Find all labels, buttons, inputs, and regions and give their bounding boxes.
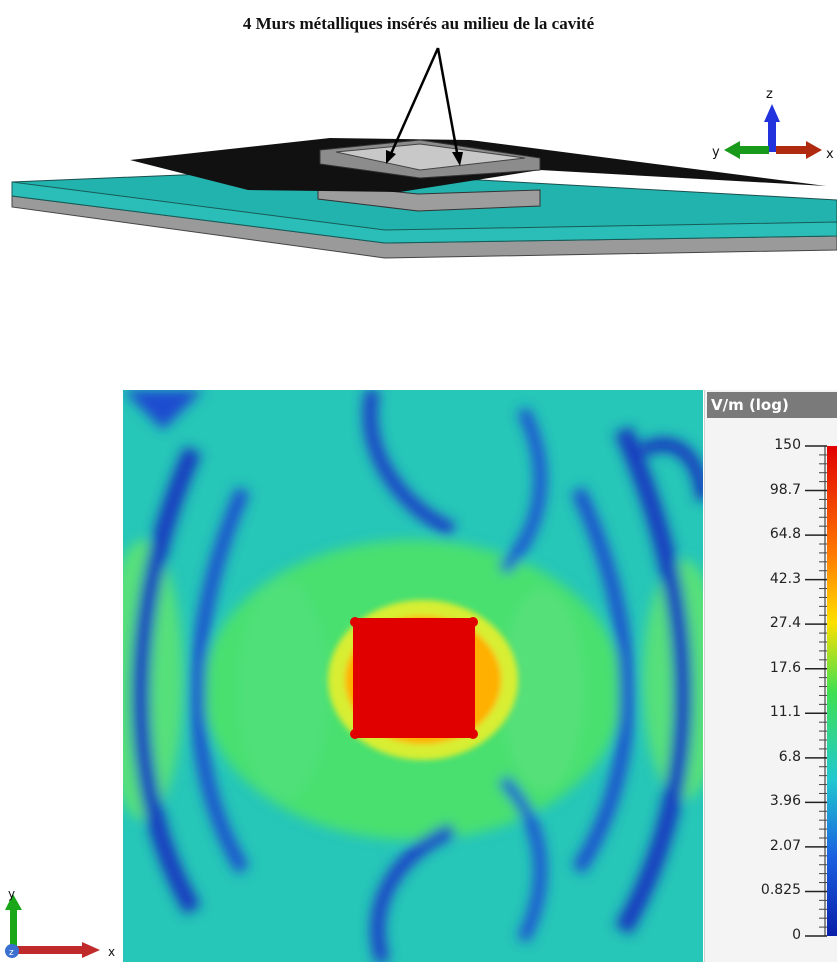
metal-walls-inner [335,143,526,171]
legend-tick-label: 11.1 [769,704,801,721]
legend-tick-label: 98.7 [769,481,801,498]
axis-z-label: z [766,87,773,102]
legend-unit-label: V/m (log) [707,392,837,418]
annotation-caption: 4 Murs métalliques insérés au milieu de … [242,14,595,33]
legend-tick-label: 27.4 [769,615,801,632]
field-map [123,390,703,962]
annotation-arrow-left [388,47,440,157]
axis-2d-y-label: y [8,890,15,901]
axis-2d-x-label: x [108,945,115,959]
legend-tick-label: 2.07 [769,837,801,854]
axes-3d-gizmo: z y x [712,87,834,162]
legend-tick-label: 6.8 [778,748,801,765]
legend-tick-label: 17.6 [769,659,801,676]
axes-2d-gizmo: z y x [5,890,115,959]
axis-x-label: x [826,147,834,162]
axis-2d-z-label: z [9,948,14,958]
antenna-3d-model: z y x [11,47,837,259]
annotation-arrow-right [436,47,460,159]
axis-y-label: y [712,145,720,160]
legend-tick-label: 64.8 [769,526,801,543]
color-legend: V/m (log) 150 98.7 64.8 42.3 27.4 17.6 11.1 6.8… [704,390,837,962]
legend-tick-marks [805,445,827,937]
substrate-face [11,181,837,244]
legend-tick-label: 0.825 [760,882,801,899]
legend-tick-label: 42.3 [769,570,801,587]
legend-tick-label: 150 [774,437,801,453]
legend-tick-label: 3.96 [769,793,801,810]
legend-tick-label: 0 [792,927,801,943]
field-max-region [353,618,475,738]
legend-color-bar [827,446,837,936]
